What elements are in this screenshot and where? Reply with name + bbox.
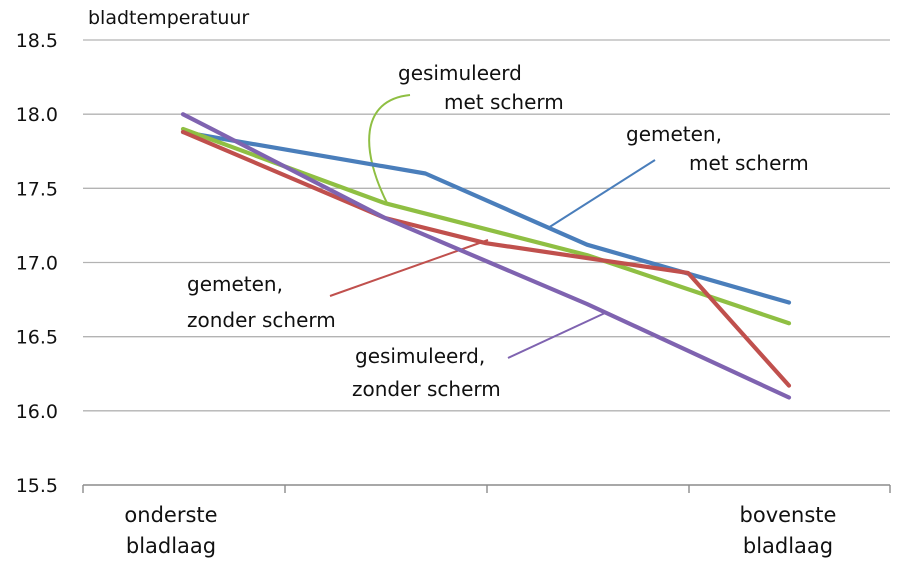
series-annotations: gemeten, met scherm gesimuleerd met scherm g… (187, 61, 809, 401)
series-lines (180, 112, 792, 400)
series-annotation: gemeten, (626, 122, 722, 146)
series-annotation: gesimuleerd, (355, 344, 485, 368)
y-tick-label: 15.5 (16, 475, 58, 497)
x-axis (82, 484, 891, 493)
y-tick-label: 17.0 (16, 253, 58, 275)
y-axis-ticks: 15.5 16.0 16.5 17.0 17.5 18.0 18.5 (16, 30, 58, 497)
annotation-leader (507, 312, 606, 359)
series-annotation: met scherm (689, 151, 809, 175)
series-annotation: gemeten, (187, 272, 283, 296)
annotation-leader (547, 159, 656, 229)
y-axis-label: bladtemperatuur (88, 7, 249, 29)
series-annotation: met scherm (444, 90, 564, 114)
series-line (180, 112, 792, 400)
x-category-label: onderste (124, 503, 217, 527)
x-category-label: bladlaag (743, 534, 833, 558)
y-tick-label: 16.5 (16, 327, 58, 349)
x-category-label: bovenste (740, 503, 837, 527)
series-annotation: zonder scherm (187, 308, 336, 332)
x-axis-categories: onderste bladlaag bovenste bladlaag (124, 503, 836, 558)
annotation-leader (329, 239, 489, 297)
annotation-leader (368, 94, 411, 206)
x-category-label: bladlaag (126, 534, 216, 558)
annotation-leader-lines (329, 94, 656, 359)
y-tick-label: 16.0 (16, 401, 58, 423)
y-tick-label: 18.0 (16, 104, 58, 126)
series-line (180, 129, 792, 388)
y-tick-label: 17.5 (16, 178, 58, 200)
series-annotation: zonder scherm (352, 377, 501, 401)
series-annotation: gesimuleerd (398, 61, 522, 85)
y-tick-label: 18.5 (16, 30, 58, 52)
